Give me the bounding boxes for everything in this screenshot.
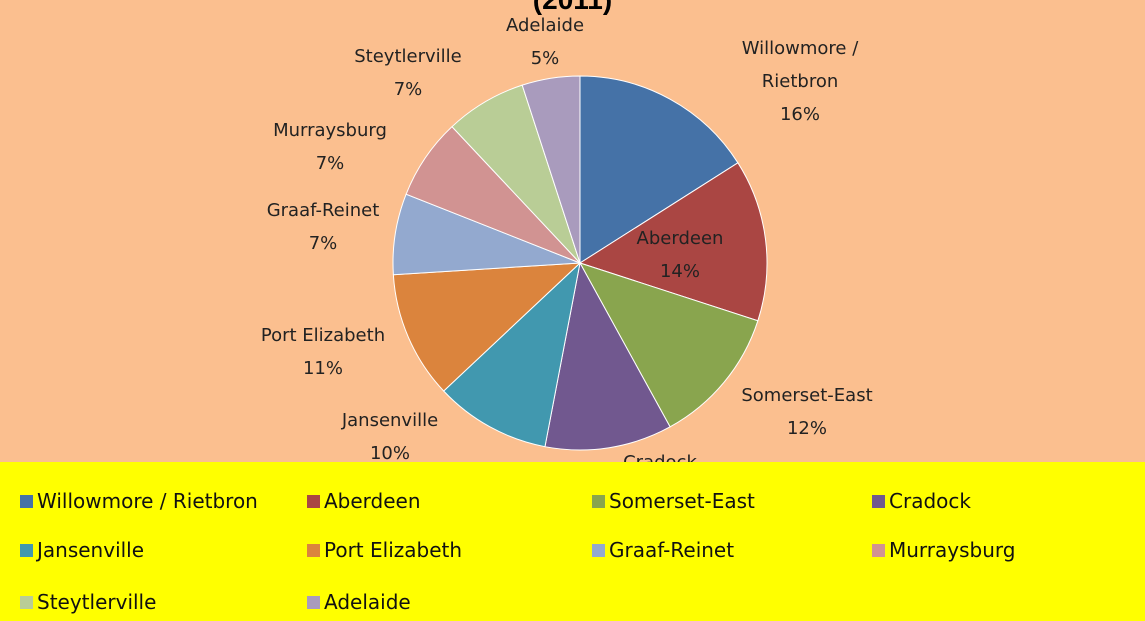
data-label: Willowmore / Rietbron 16%: [725, 32, 875, 131]
legend-entry: Port Elizabeth: [307, 538, 462, 562]
label-value: 11%: [302, 358, 343, 379]
pie-slice: [579, 75, 739, 264]
label-value: 14%: [659, 261, 700, 282]
pie-slice: [392, 262, 582, 392]
pie-slice: [442, 261, 581, 448]
label-value: 10%: [369, 443, 410, 464]
legend-entry: Somerset-East: [592, 489, 755, 513]
legend-swatch: [20, 596, 33, 609]
legend-swatch: [592, 495, 605, 508]
legend-swatch: [307, 596, 320, 609]
label-value: 7%: [315, 153, 345, 174]
label-value: 12%: [786, 418, 827, 439]
data-label: Graaf-Reinet 7%: [223, 194, 423, 260]
label-name: Somerset-East: [741, 385, 873, 406]
legend-swatch: [20, 544, 33, 557]
legend-label: Murraysburg: [889, 538, 1016, 562]
legend-label: Steytlerville: [37, 590, 157, 614]
label-name: Aberdeen: [636, 228, 724, 249]
pie-slice: [578, 162, 768, 322]
label-name: Graaf-Reinet: [266, 200, 380, 221]
legend: Willowmore / Rietbron Aberdeen Somerset-Ea…: [0, 462, 1145, 621]
data-label: Aberdeen 14%: [580, 222, 780, 288]
data-label: Adelaide 5%: [445, 9, 645, 75]
legend-label: Willowmore / Rietbron: [37, 489, 258, 513]
legend-entry: Murraysburg: [872, 538, 1015, 562]
label-name: Jansenville: [341, 410, 439, 431]
legend-entry: Jansenville: [20, 538, 144, 562]
legend-label: Jansenville: [37, 538, 145, 562]
data-label: Port Elizabeth 11%: [223, 319, 423, 385]
legend-swatch: [872, 495, 885, 508]
legend-entry: Aberdeen: [307, 489, 421, 513]
legend-label: Somerset-East: [609, 489, 755, 513]
legend-entry: Steytlerville: [20, 590, 156, 614]
pie-slice: [578, 262, 759, 428]
label-value: 7%: [393, 79, 423, 100]
label-value: 5%: [530, 48, 560, 69]
legend-swatch: [592, 544, 605, 557]
chart-title: (2011): [0, 0, 1145, 16]
legend-label: Graaf-Reinet: [609, 538, 735, 562]
data-label: Steytlerville 7%: [308, 40, 508, 106]
legend-entry: Willowmore / Rietbron: [20, 489, 258, 513]
label-name: Steytlerville: [354, 46, 462, 67]
legend-entry: Adelaide: [307, 590, 411, 614]
legend-label: Aberdeen: [324, 489, 421, 513]
label-name: Port Elizabeth: [260, 325, 386, 346]
data-label: Somerset-East 12%: [707, 379, 907, 445]
legend-entry: Graaf-Reinet: [592, 538, 734, 562]
pie-slice: [521, 75, 581, 264]
legend-swatch: [307, 495, 320, 508]
label-name: Murraysburg: [273, 120, 387, 141]
pie-slice: [544, 261, 671, 451]
legend-entry: Cradock: [872, 489, 971, 513]
data-label: Murraysburg 7%: [230, 114, 430, 180]
label-value: 7%: [308, 233, 338, 254]
label-name: Willowmore / Rietbron: [741, 38, 859, 92]
legend-swatch: [20, 495, 33, 508]
legend-swatch: [307, 544, 320, 557]
data-label: Jansenville 10%: [290, 404, 490, 470]
label-name: Adelaide: [505, 15, 585, 36]
legend-swatch: [872, 544, 885, 557]
label-value: 16%: [779, 104, 820, 125]
legend-label: Adelaide: [324, 590, 411, 614]
legend-label: Cradock: [889, 489, 971, 513]
legend-label: Port Elizabeth: [324, 538, 463, 562]
